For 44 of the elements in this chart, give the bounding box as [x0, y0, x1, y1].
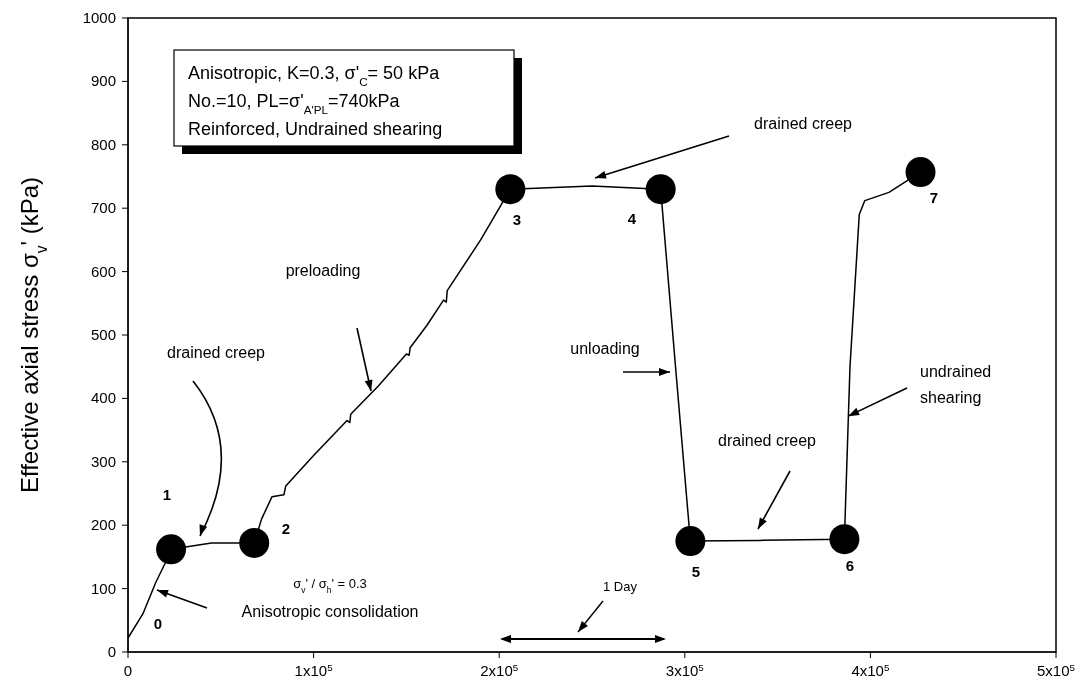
point [905, 157, 936, 188]
annotation: Anisotropic, K=0.3, σ'$_{C}$= 50 kPa [188, 63, 441, 88]
annotation: No.=10, PL=σ'$_{A'PL}$=740kPa [188, 91, 401, 116]
x-tick-label: 1x10$^{5}$ [294, 661, 334, 679]
y-tick-label: 1000 [82, 9, 116, 26]
x-tick-label: 4x10$^{5}$ [851, 661, 890, 679]
point [675, 526, 706, 557]
annotation: 3 [512, 211, 522, 228]
point [829, 524, 860, 555]
point [239, 527, 270, 558]
annotation: 1 [162, 486, 172, 503]
annotation: 1 Day [603, 579, 638, 594]
annotation: unloading [570, 340, 640, 357]
annotation: 6 [845, 557, 855, 574]
x-tick-label: 0 [123, 662, 133, 679]
x-tick-label: 5x10$^{5}$ [1037, 661, 1076, 679]
x-tick-label: 3x10$^{5}$ [665, 661, 705, 679]
annotation: Anisotropic consolidation [241, 603, 419, 620]
annotation: 2 [281, 520, 291, 537]
point [156, 534, 187, 565]
y-tick-label: 200 [90, 516, 116, 534]
y-tick-label: 600 [90, 262, 116, 280]
y-tick-label: 900 [90, 72, 116, 90]
y-tick-label: 500 [90, 326, 116, 343]
annotation: 4 [627, 210, 637, 227]
x-tick-label: 2x10$^{5}$ [480, 661, 519, 679]
annotation: undrained shearing [920, 363, 992, 406]
y-tick-label: 800 [90, 135, 116, 153]
point [495, 174, 526, 205]
annotation: preloading [285, 262, 361, 279]
annotation: Reinforced, Undrained shearing [188, 119, 443, 139]
annotation: 5 [691, 563, 701, 580]
point [645, 174, 676, 205]
annotation: drained creep [754, 115, 853, 132]
y-tick-label: 700 [90, 199, 116, 217]
y-tick-label: 0 [107, 643, 116, 660]
y-tick-label: 300 [90, 452, 116, 470]
annotation: drained creep [718, 432, 817, 449]
annotation: drained creep [167, 344, 266, 361]
y-tick-label: 100 [90, 579, 116, 597]
annotation: 0 [153, 615, 163, 632]
annotation: σ$_{v}$' / σ$_{h}$' = 0.3 [293, 576, 367, 595]
y-tick-label: 400 [90, 389, 116, 407]
annotation: 7 [929, 189, 939, 206]
